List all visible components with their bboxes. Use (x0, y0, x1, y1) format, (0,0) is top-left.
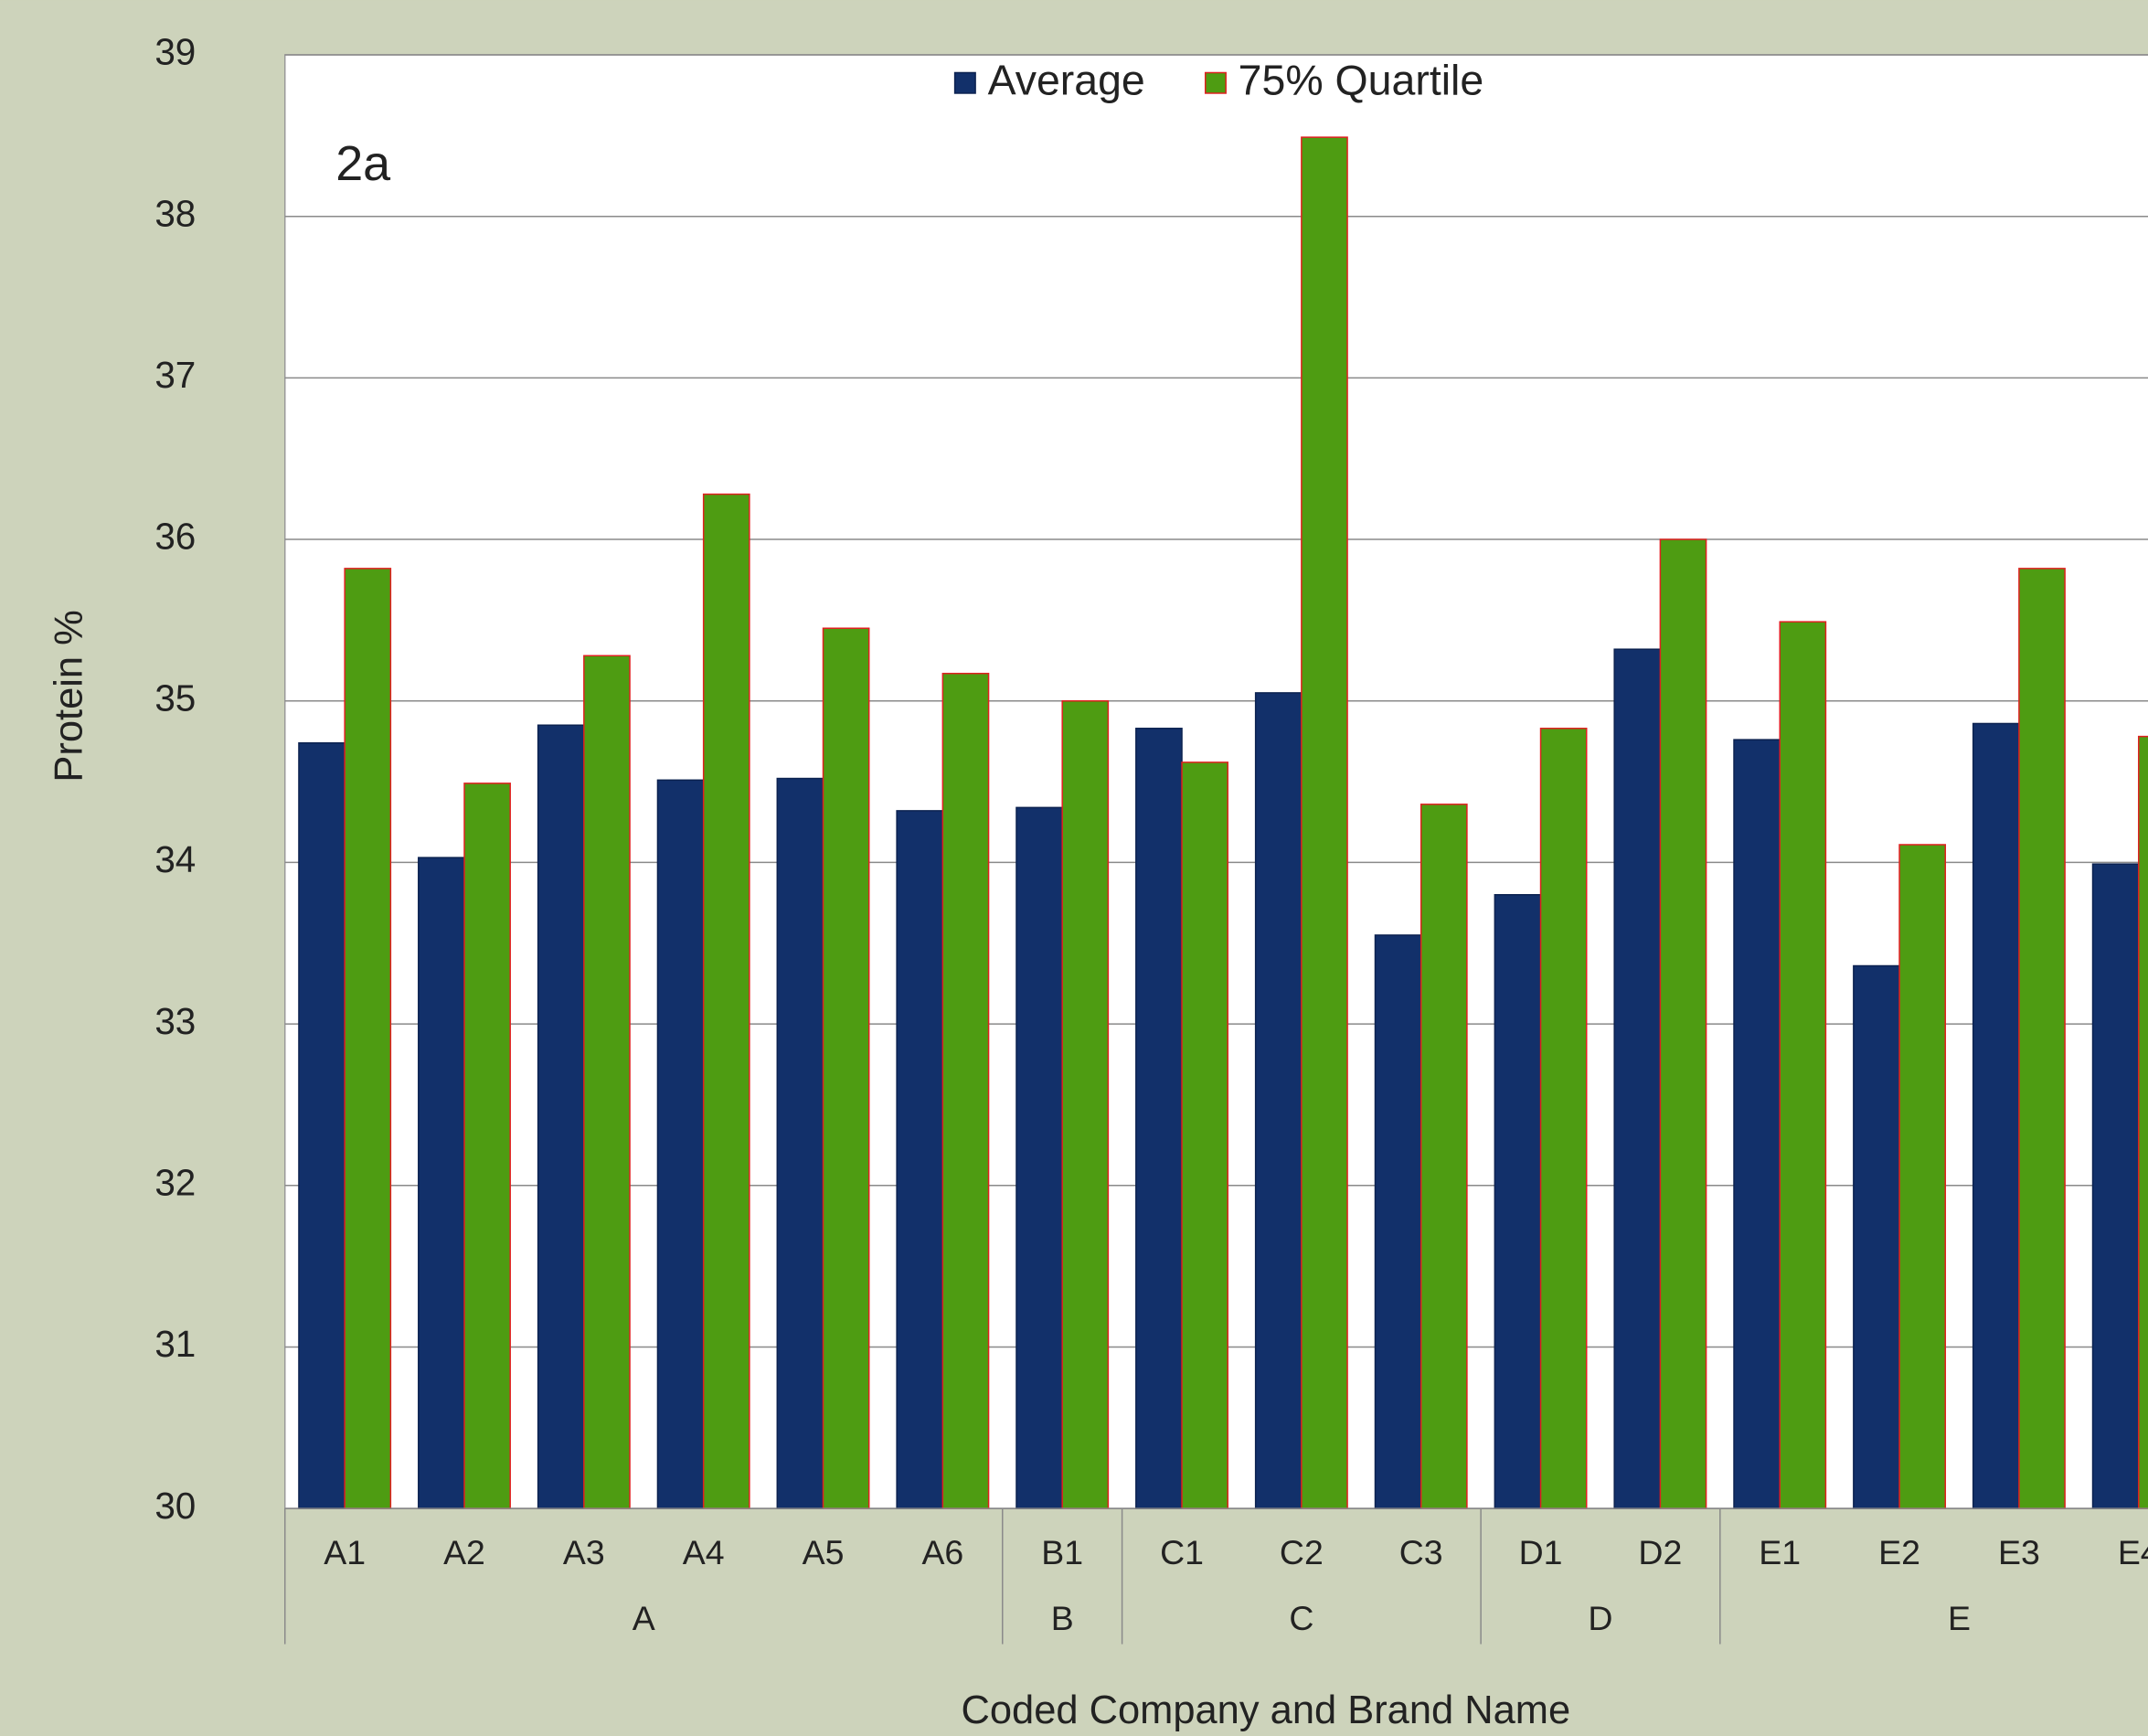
y-tick-label: 34 (154, 838, 196, 880)
bar (344, 568, 392, 1509)
y-axis-label: Protein % (47, 610, 90, 782)
bar (2091, 863, 2140, 1509)
legend-swatch (1204, 71, 1227, 94)
y-tick-label: 30 (154, 1485, 196, 1527)
y-tick-label: 32 (154, 1161, 196, 1203)
group-label: B (1051, 1599, 1074, 1637)
annotation: 2a (335, 136, 390, 191)
x-tick-label: E1 (1759, 1533, 1801, 1571)
bar (1972, 722, 2020, 1509)
x-tick-label: E4 (2118, 1533, 2148, 1571)
y-tick-label: 33 (154, 1000, 196, 1042)
y-tick-label: 37 (154, 354, 196, 396)
bar (1779, 621, 1827, 1509)
bar (1539, 728, 1588, 1509)
bar (2137, 735, 2148, 1509)
bar (418, 857, 465, 1509)
bar (1374, 934, 1422, 1509)
x-tick-label: A4 (683, 1533, 725, 1571)
bar (656, 779, 705, 1509)
bar (1494, 894, 1542, 1509)
y-tick-label: 35 (154, 676, 196, 719)
y-tick-label: 38 (154, 192, 196, 234)
x-tick-label: E3 (1998, 1533, 2040, 1571)
x-tick-label: C1 (1160, 1533, 1204, 1571)
bar (1016, 806, 1063, 1509)
y-tick-label: 36 (154, 516, 196, 558)
bar (463, 783, 511, 1509)
x-tick-label: A2 (443, 1533, 485, 1571)
x-tick-label: E2 (1878, 1533, 1920, 1571)
x-tick-label: D2 (1638, 1533, 1682, 1571)
bar (537, 724, 585, 1509)
bar (776, 777, 824, 1509)
legend-swatch (953, 71, 976, 94)
legend-label: 75% Quartile (1239, 57, 1484, 104)
bar (1420, 804, 1468, 1509)
bar (1613, 648, 1662, 1509)
bar (1181, 761, 1228, 1509)
bar (1659, 538, 1707, 1509)
bar (941, 672, 990, 1509)
x-tick-label: B1 (1041, 1533, 1083, 1571)
y-tick-label: 39 (154, 31, 196, 73)
x-tick-label: A5 (803, 1533, 845, 1571)
group-label: C (1289, 1599, 1313, 1637)
bar (1301, 136, 1348, 1509)
x-axis-label: Coded Company and Brand Name (961, 1688, 1570, 1732)
bar (298, 741, 346, 1509)
bar (1135, 728, 1183, 1509)
legend-label: Average (988, 57, 1145, 104)
x-tick-label: A3 (563, 1533, 605, 1571)
x-tick-label: C2 (1280, 1533, 1324, 1571)
bar (1733, 739, 1781, 1509)
bar (822, 627, 870, 1509)
bar (1061, 699, 1110, 1509)
group-label: E (1948, 1599, 1971, 1637)
x-tick-label: A1 (324, 1533, 366, 1571)
bar (702, 493, 750, 1509)
x-tick-label: A6 (921, 1533, 963, 1571)
group-label: A (633, 1599, 655, 1637)
group-label: D (1588, 1599, 1612, 1637)
x-tick-label: D1 (1519, 1533, 1563, 1571)
bar (1254, 692, 1303, 1509)
bar (2018, 568, 2066, 1509)
bar (1853, 964, 1900, 1509)
x-tick-label: C3 (1399, 1533, 1443, 1571)
bar (1898, 844, 1947, 1509)
y-tick-label: 31 (154, 1323, 196, 1365)
bar (583, 655, 631, 1509)
bar (896, 810, 944, 1509)
